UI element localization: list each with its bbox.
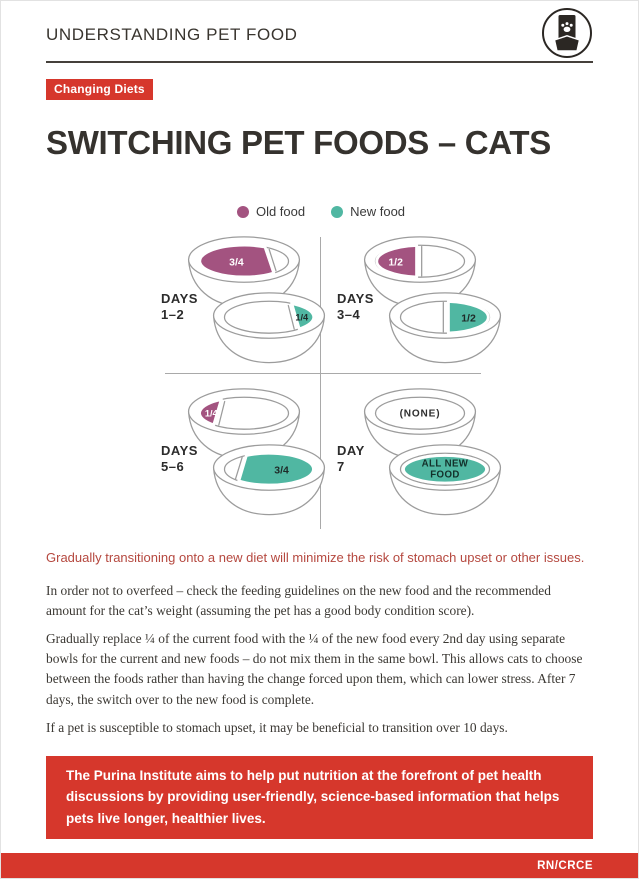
quadrant-days-5-6: DAYS 5–6 1/4 bbox=[151, 383, 326, 531]
day-label: DAYS 5–6 bbox=[161, 443, 198, 474]
svg-text:3/4: 3/4 bbox=[229, 257, 244, 268]
paragraph: If a pet is susceptible to stomach upset… bbox=[46, 719, 508, 735]
legend-old-label: Old food bbox=[255, 204, 306, 219]
quadrant-days-1-2: DAYS 1–2 3/4 bbox=[151, 231, 326, 379]
svg-text:3/4: 3/4 bbox=[274, 465, 289, 476]
bowl-new-half: 1/2 bbox=[388, 292, 502, 364]
svg-text:1/2: 1/2 bbox=[388, 257, 403, 268]
svg-text:(NONE): (NONE) bbox=[400, 409, 441, 420]
paragraph: Gradually replace ¼ of the current food … bbox=[46, 631, 583, 707]
svg-text:1/4: 1/4 bbox=[205, 409, 219, 419]
bowl-old-half: 1/2 bbox=[363, 236, 477, 308]
highlight-sentence: Gradually transitioning onto a new diet … bbox=[46, 550, 585, 565]
page-title: SWITCHING PET FOODS – CATS bbox=[46, 124, 551, 161]
legend-new-label: New food bbox=[350, 204, 406, 219]
quadrant-divider-horizontal bbox=[165, 373, 481, 374]
day-label: DAY 7 bbox=[337, 443, 365, 474]
category-badge: Changing Diets bbox=[46, 79, 153, 100]
day-label: DAYS 1–2 bbox=[161, 291, 198, 322]
new-food-dot-icon bbox=[331, 205, 344, 218]
old-food-dot-icon bbox=[236, 205, 249, 218]
pet-food-bag-bowl-icon bbox=[542, 8, 592, 58]
header-title: UNDERSTANDING PET FOOD bbox=[46, 25, 298, 44]
paragraph: In order not to overfeed – check the fee… bbox=[46, 583, 551, 619]
footer-bar: RN/CRCE bbox=[1, 853, 638, 878]
svg-text:1/2: 1/2 bbox=[461, 313, 476, 324]
bowl-new-three-quarter: 3/4 bbox=[212, 444, 326, 516]
body-copy: In order not to overfeed – check the fee… bbox=[46, 581, 593, 738]
svg-text:ALL NEW: ALL NEW bbox=[422, 459, 469, 470]
page-header: UNDERSTANDING PET FOOD bbox=[1, 1, 638, 59]
quadrant-divider-vertical bbox=[320, 237, 321, 529]
bowl-new-full: ALL NEW FOOD bbox=[388, 444, 502, 516]
quadrant-day-7: DAY 7 (NONE) ALL NEW bbox=[327, 383, 502, 531]
svg-text:FOOD: FOOD bbox=[430, 470, 460, 481]
svg-text:1/4: 1/4 bbox=[295, 313, 309, 323]
bowl-old-quarter: 1/4 bbox=[187, 388, 301, 460]
legend-old-food: Old food bbox=[236, 204, 306, 219]
purina-institute-callout: The Purina Institute aims to help put nu… bbox=[46, 755, 593, 839]
transition-diagram: Old food New food DAYS 1–2 bbox=[46, 202, 593, 538]
bowl-new-quarter: 1/4 bbox=[212, 292, 326, 364]
header-divider bbox=[46, 61, 593, 63]
quadrant-grid: DAYS 1–2 3/4 bbox=[151, 231, 502, 533]
day-label: DAYS 3–4 bbox=[337, 291, 374, 322]
legend-new-food: New food bbox=[331, 204, 405, 219]
doc-code: RN/CRCE bbox=[537, 859, 593, 872]
legend: Old food New food bbox=[151, 204, 491, 219]
quadrant-days-3-4: DAYS 3–4 1/2 bbox=[327, 231, 502, 379]
